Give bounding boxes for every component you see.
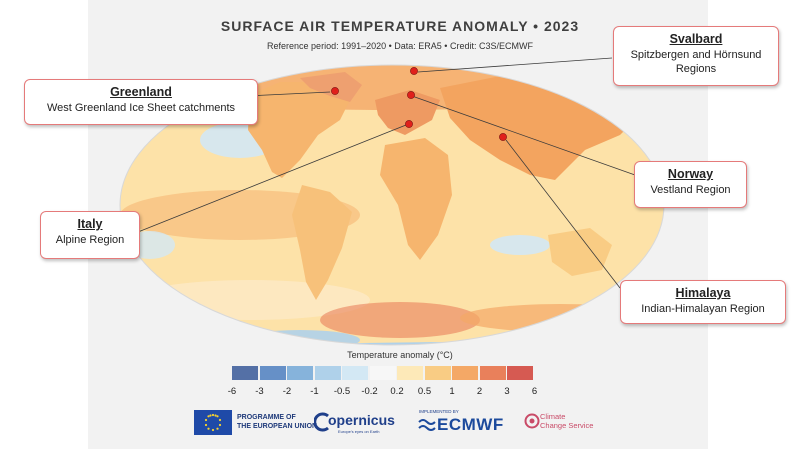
callout-svalbard-desc-line2: Regions bbox=[675, 63, 717, 75]
colorbar-tick-label: -1 bbox=[310, 386, 319, 397]
colorbar-swatch bbox=[232, 366, 258, 380]
logo-strip: PROGRAMME OF THE EUROPEAN UNION opernicus… bbox=[190, 408, 610, 438]
callout-greenland-name: Greenland bbox=[110, 85, 172, 99]
copernicus-tagline: Europe's eyes on Earth bbox=[338, 429, 380, 434]
c3s-line2: Change Service bbox=[540, 421, 594, 430]
colorbar-title: Temperature anomaly (°C) bbox=[347, 350, 453, 360]
callout-norway-name: Norway bbox=[667, 167, 714, 181]
marker-greenland bbox=[331, 87, 339, 95]
greenland-land bbox=[300, 72, 362, 102]
colorbar-tick-label: 6 bbox=[531, 386, 538, 397]
callout-greenland-desc: West Greenland Ice Sheet catchments bbox=[46, 102, 236, 114]
ecmwf-wave-icon bbox=[418, 419, 436, 431]
callout-svalbard-desc-line1: Spitzbergen and Hörnsund bbox=[630, 49, 762, 61]
colorbar-swatch bbox=[342, 366, 368, 380]
colorbar-tick-label: -3 bbox=[255, 386, 264, 397]
leader-line-norway bbox=[411, 95, 636, 176]
colorbar-swatch bbox=[369, 366, 396, 380]
c3s-logo-icon bbox=[524, 413, 540, 429]
australia-land bbox=[548, 228, 612, 276]
map-subtitle: Reference period: 1991–2020 • Data: ERA5… bbox=[267, 41, 533, 51]
colorbar-tick-label: 3 bbox=[504, 386, 510, 397]
colorbar-swatch bbox=[397, 366, 423, 380]
leader-line-himalaya bbox=[505, 139, 621, 289]
eu-flag-icon bbox=[194, 410, 232, 435]
callout-greenland: Greenland West Greenland Ice Sheet catch… bbox=[24, 79, 258, 125]
colorbar-tick-label: 0.5 bbox=[417, 386, 432, 397]
callout-himalaya-name: Himalaya bbox=[675, 286, 731, 300]
colorbar-tick-label: 2 bbox=[476, 386, 483, 397]
implemented-by-text: IMPLEMENTED BY bbox=[419, 409, 459, 414]
south-america-land bbox=[292, 185, 352, 300]
callout-norway: Norway Vestland Region bbox=[634, 161, 747, 208]
antarctic-cool bbox=[240, 330, 360, 345]
colorbar-tick-label: -2 bbox=[282, 386, 292, 397]
eu-programme-text: PROGRAMME OF THE EUROPEAN UNION bbox=[237, 413, 317, 431]
europe-land bbox=[375, 90, 440, 135]
copernicus-logo-text: opernicus bbox=[328, 412, 395, 428]
map-title: SURFACE AIR TEMPERATURE ANOMALY • 2023 bbox=[220, 18, 580, 34]
copernicus-logo-icon bbox=[314, 412, 329, 432]
colorbar-tick-label: -0.5 bbox=[333, 386, 351, 397]
leader-line-greenland bbox=[245, 91, 331, 97]
callout-himalaya-desc: Indian-Himalayan Region bbox=[641, 303, 765, 315]
colorbar-swatch bbox=[424, 366, 451, 380]
marker-svalbard bbox=[410, 67, 418, 75]
leader-line-italy bbox=[137, 124, 407, 233]
colorbar-swatch bbox=[479, 366, 506, 380]
colorbar-swatch bbox=[259, 366, 286, 380]
marker-italy bbox=[405, 120, 413, 128]
callout-italy-desc: Alpine Region bbox=[55, 234, 125, 246]
eu-line1: PROGRAMME OF bbox=[237, 414, 296, 421]
callout-italy-name: Italy bbox=[77, 217, 103, 231]
colorbar-tick-label: -0.2 bbox=[361, 386, 378, 397]
colorbar-swatch bbox=[287, 366, 313, 380]
callout-svalbard: Svalbard Spitzbergen and Hörnsund Regions bbox=[613, 26, 779, 86]
callout-himalaya: Himalaya Indian-Himalayan Region bbox=[620, 280, 786, 324]
marker-norway bbox=[407, 91, 415, 99]
marker-himalaya bbox=[499, 133, 507, 141]
colorbar-tick-label: 0.2 bbox=[390, 386, 404, 397]
callout-norway-desc: Vestland Region bbox=[650, 184, 731, 196]
colorbar-swatch bbox=[507, 366, 533, 380]
southern-ocean-hot bbox=[320, 302, 480, 338]
leader-line-svalbard bbox=[417, 57, 613, 73]
ecmwf-logo-text: ECMWF bbox=[437, 415, 504, 434]
callout-svalbard-desc: Spitzbergen and Hörnsund Regions bbox=[614, 48, 778, 76]
colorbar-swatch bbox=[452, 366, 478, 380]
north-america-land bbox=[248, 82, 350, 178]
colorbar-tick-label: 1 bbox=[449, 386, 455, 397]
africa-land bbox=[380, 138, 452, 260]
callout-italy: Italy Alpine Region bbox=[40, 211, 140, 259]
eu-line2: THE EUROPEAN UNION bbox=[237, 423, 318, 430]
c3s-line1: Climate bbox=[540, 412, 566, 421]
callout-svalbard-name: Svalbard bbox=[669, 32, 723, 46]
indian-ocean-cool bbox=[490, 235, 550, 255]
colorbar-tick-label: -6 bbox=[227, 386, 237, 397]
c3s-logo-text: Climate Change Service bbox=[540, 412, 593, 430]
colorbar-swatch bbox=[314, 366, 341, 380]
colorbar bbox=[232, 366, 535, 380]
